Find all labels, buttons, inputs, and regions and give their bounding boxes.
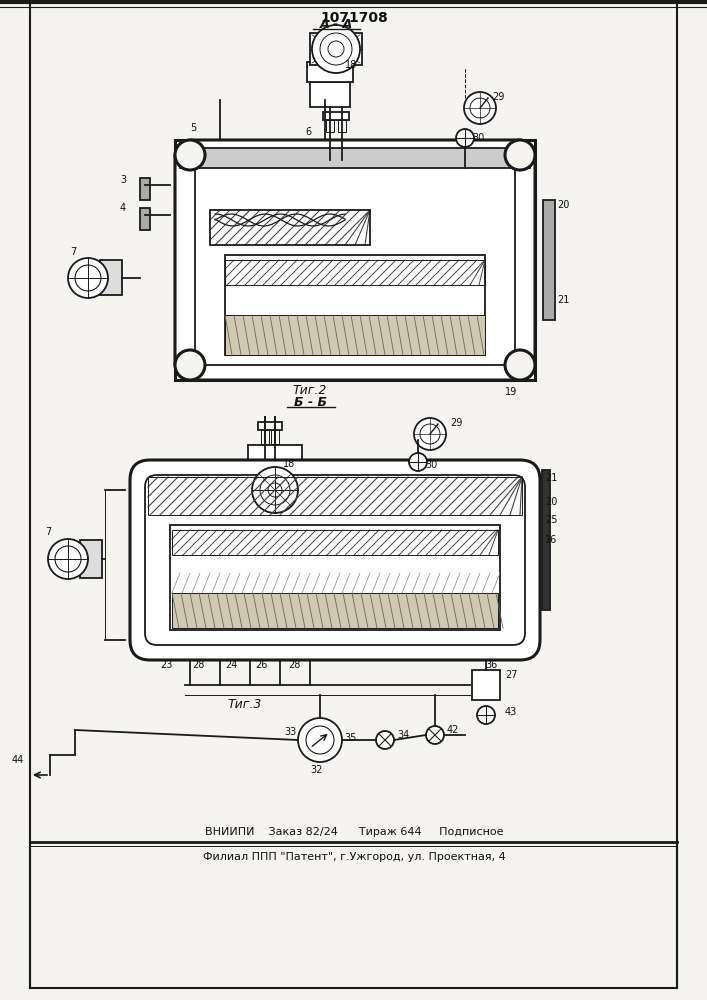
Text: 4: 4: [120, 203, 126, 213]
Circle shape: [376, 731, 394, 749]
Circle shape: [175, 140, 205, 170]
Text: 21: 21: [557, 295, 569, 305]
Text: 29: 29: [450, 418, 462, 428]
Circle shape: [505, 350, 535, 380]
Bar: [225, 255, 485, 355]
Bar: [248, 445, 302, 467]
Circle shape: [456, 129, 474, 147]
Bar: [148, 477, 522, 515]
Bar: [472, 670, 500, 700]
Bar: [80, 540, 102, 578]
FancyBboxPatch shape: [145, 475, 525, 645]
Bar: [180, 148, 530, 168]
Text: 7: 7: [45, 527, 51, 537]
Bar: [140, 178, 150, 200]
Bar: [172, 593, 498, 628]
Circle shape: [505, 140, 535, 170]
Text: 18: 18: [283, 459, 296, 469]
Text: 36: 36: [485, 660, 497, 670]
Bar: [140, 208, 150, 230]
Circle shape: [48, 539, 88, 579]
Text: 42: 42: [447, 725, 460, 735]
Text: Б - Б: Б - Б: [293, 396, 327, 410]
Text: Τиг.3: Τиг.3: [228, 698, 262, 710]
Bar: [148, 477, 522, 515]
Bar: [175, 140, 535, 380]
FancyBboxPatch shape: [130, 460, 540, 660]
Bar: [310, 82, 350, 107]
Circle shape: [464, 92, 496, 124]
Text: 24: 24: [225, 660, 238, 670]
Text: 7: 7: [70, 247, 76, 257]
Text: 28: 28: [288, 660, 300, 670]
Text: 18: 18: [345, 60, 357, 70]
Bar: [271, 430, 279, 444]
Bar: [172, 530, 498, 555]
Bar: [261, 430, 269, 444]
Text: 28: 28: [192, 660, 204, 670]
Bar: [543, 200, 555, 320]
Bar: [225, 260, 485, 285]
Text: 20: 20: [545, 497, 557, 507]
Text: 3: 3: [120, 175, 126, 185]
Circle shape: [409, 453, 427, 471]
Circle shape: [175, 350, 205, 380]
Bar: [310, 33, 362, 65]
Text: 44: 44: [12, 755, 24, 765]
Bar: [338, 120, 346, 132]
Bar: [326, 120, 334, 132]
Text: 32: 32: [310, 765, 322, 775]
Bar: [210, 210, 370, 245]
Circle shape: [68, 258, 108, 298]
Text: 27: 27: [505, 670, 518, 680]
Text: 29: 29: [492, 92, 504, 102]
Text: A - A: A - A: [320, 18, 353, 31]
Text: 20: 20: [557, 200, 569, 210]
Text: 19: 19: [505, 387, 518, 397]
Bar: [258, 422, 282, 430]
FancyBboxPatch shape: [175, 140, 535, 380]
Text: 25: 25: [545, 515, 558, 525]
Text: 1071708: 1071708: [320, 11, 388, 25]
Bar: [170, 525, 500, 630]
Bar: [225, 260, 485, 285]
Circle shape: [426, 726, 444, 744]
Text: 43: 43: [505, 707, 518, 717]
Bar: [307, 62, 353, 82]
Text: 34: 34: [397, 730, 409, 740]
Circle shape: [298, 718, 342, 762]
Text: ВНИИПИ    Заказ 82/24      Тираж 644     Подписное: ВНИИПИ Заказ 82/24 Тираж 644 Подписное: [205, 827, 503, 837]
Bar: [225, 315, 485, 355]
Bar: [100, 260, 122, 295]
Text: 21: 21: [545, 473, 557, 483]
Text: 26: 26: [255, 660, 267, 670]
Bar: [323, 112, 349, 120]
Text: 23: 23: [160, 660, 173, 670]
Bar: [210, 210, 370, 245]
Text: Τиг.2: Τиг.2: [293, 383, 327, 396]
Bar: [172, 530, 498, 555]
Circle shape: [477, 706, 495, 724]
Bar: [542, 470, 550, 610]
Text: 30: 30: [472, 133, 484, 143]
Text: Филиал ППП "Патент", г.Ужгород, ул. Проектная, 4: Филиал ППП "Патент", г.Ужгород, ул. Прое…: [203, 852, 506, 862]
Circle shape: [414, 418, 446, 450]
Text: 6: 6: [305, 127, 311, 137]
Text: 30: 30: [425, 460, 437, 470]
FancyBboxPatch shape: [195, 155, 515, 365]
Circle shape: [252, 467, 298, 513]
Text: 5: 5: [190, 123, 197, 133]
Text: 35: 35: [344, 733, 356, 743]
Text: 16: 16: [545, 535, 557, 545]
Text: 33: 33: [284, 727, 296, 737]
Circle shape: [312, 25, 360, 73]
